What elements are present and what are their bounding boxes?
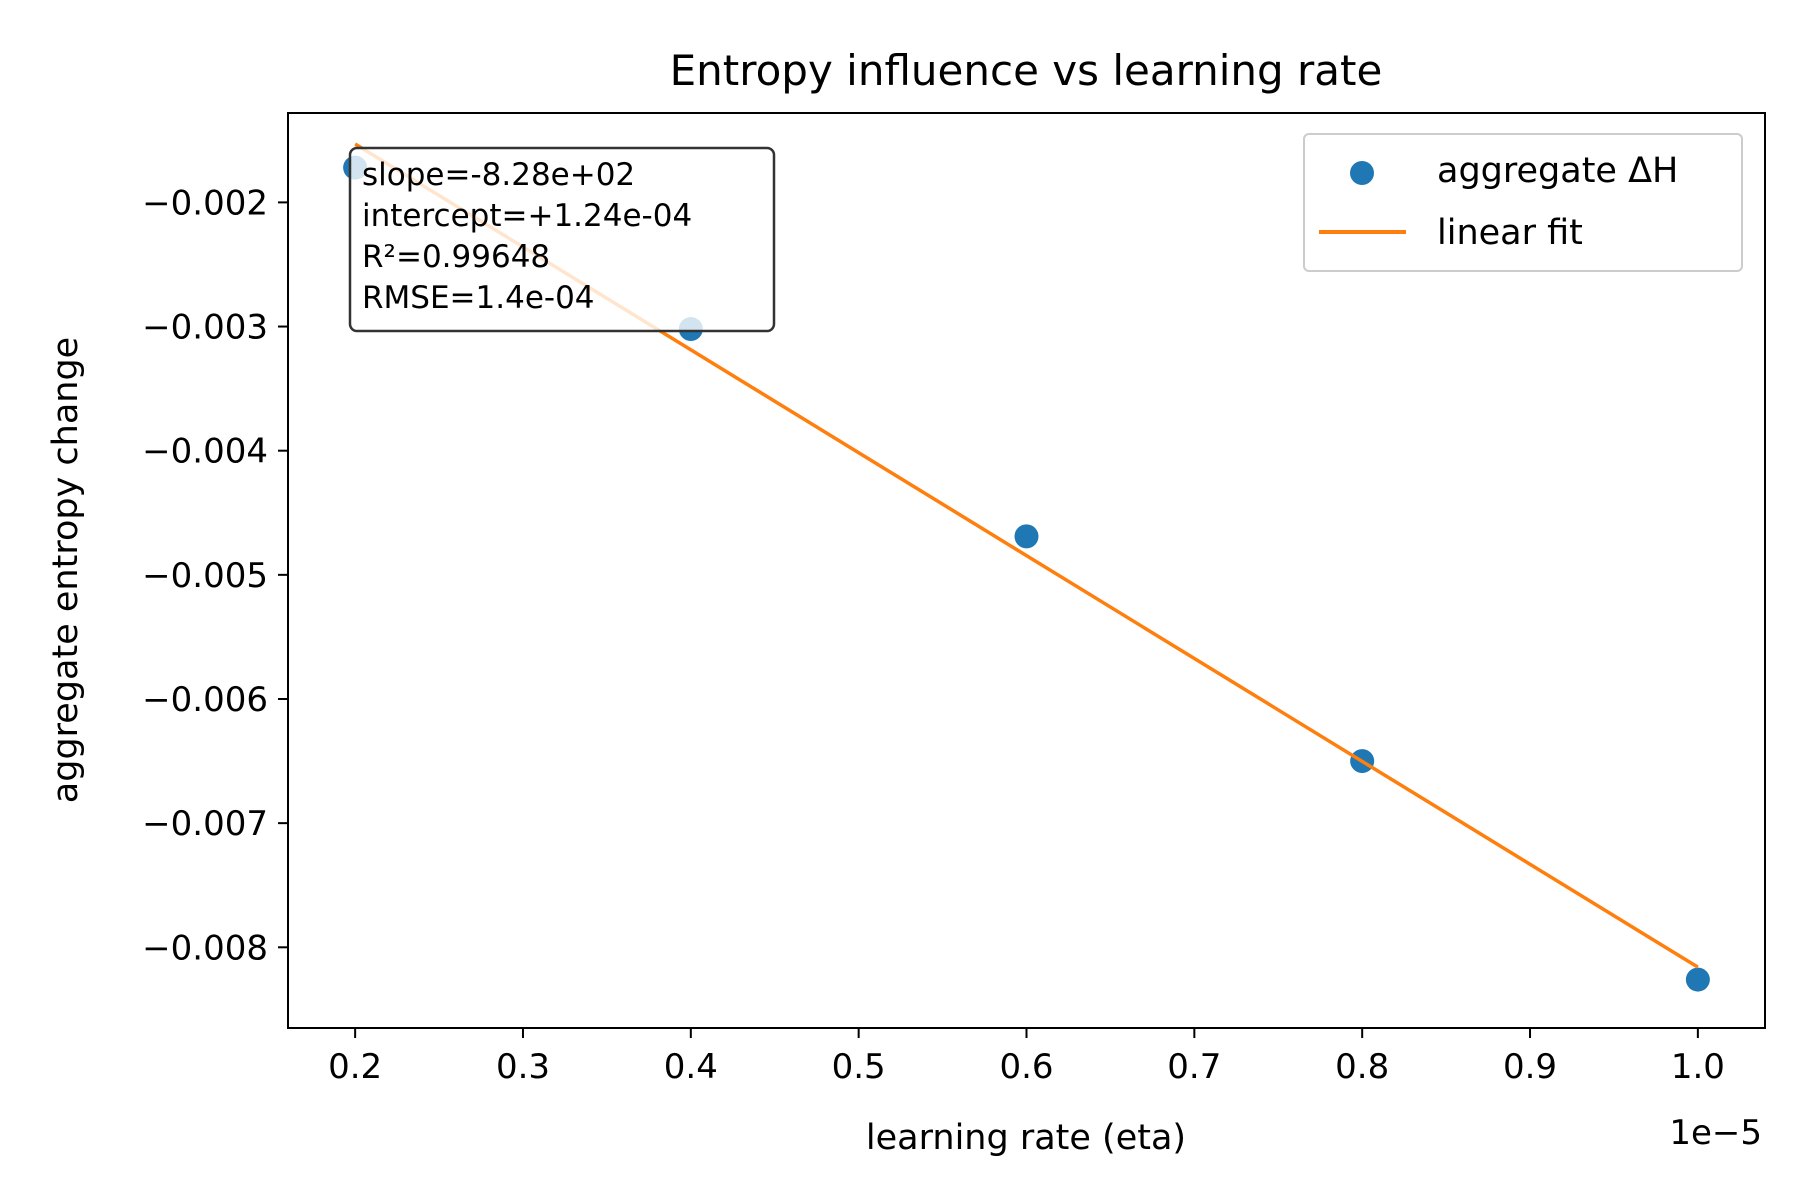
y-tick-label: −0.007	[142, 804, 268, 844]
x-tick-label: 0.9	[1503, 1047, 1557, 1087]
y-axis-label: aggregate entropy change	[46, 337, 86, 803]
legend-label-aggregate: aggregate ΔH	[1437, 151, 1678, 191]
annotation-box: slope=-8.28e+02 intercept=+1.24e-04 R²=0…	[348, 146, 776, 333]
chart-title: Entropy influence vs learning rate	[670, 46, 1383, 95]
legend-label-fit: linear fit	[1437, 213, 1583, 253]
legend: aggregate ΔH linear fit	[1303, 133, 1743, 272]
annotation-frame	[348, 146, 776, 333]
x-tick-label: 1.0	[1671, 1047, 1725, 1087]
y-tick-label: −0.004	[142, 432, 268, 472]
annotation-r-squared: R²=0.99648	[362, 239, 550, 275]
x-tick-label: 0.5	[832, 1047, 886, 1087]
x-axis-label: learning rate (eta)	[866, 1118, 1186, 1158]
y-tick-label: −0.006	[142, 680, 268, 720]
annotation-intercept: intercept=+1.24e-04	[362, 198, 692, 234]
x-tick-label: 0.4	[664, 1047, 718, 1087]
scatter-point	[1685, 967, 1710, 992]
annotation-slope: slope=-8.28e+02	[362, 157, 635, 193]
x-tick-label: 0.2	[328, 1047, 382, 1087]
legend-frame	[1303, 133, 1743, 272]
ticks-layer: 0.2 0.3 0.4 0.5 0.6 0.7 0.8 0.9 1.0 −0.002 −0.003 −…	[142, 183, 1725, 1087]
scatter-point	[1014, 524, 1039, 549]
plot-frame	[287, 112, 1766, 1029]
x-tick-label: 0.3	[496, 1047, 550, 1087]
x-offset-label: 1e−5	[1669, 1113, 1762, 1153]
y-tick-label: −0.008	[142, 928, 268, 968]
y-tick-label: −0.005	[142, 556, 268, 596]
annotation-rmse: RMSE=1.4e-04	[362, 280, 595, 316]
legend-scatter-marker	[1350, 161, 1374, 185]
x-tick-label: 0.7	[1167, 1047, 1221, 1087]
y-tick-label: −0.003	[142, 308, 268, 348]
y-tick-label: −0.002	[142, 183, 268, 223]
x-tick-label: 0.8	[1335, 1047, 1389, 1087]
x-tick-label: 0.6	[999, 1047, 1053, 1087]
